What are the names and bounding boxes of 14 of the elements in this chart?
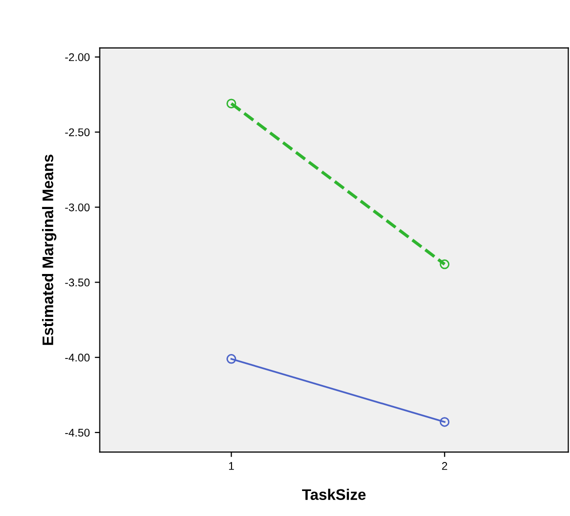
x-tick-label: 1: [229, 462, 234, 470]
y-tick-label: -2.50: [65, 128, 90, 136]
x-axis-title: TaskSize: [302, 488, 366, 500]
point: [226, 354, 236, 364]
point: [440, 417, 450, 427]
y-tick-label: -4.00: [65, 354, 90, 362]
x-tick-label: 2: [442, 462, 448, 470]
point: [226, 98, 236, 108]
y-tick-label: -3.50: [65, 278, 90, 286]
y-axis-title: Estimated Marginal Means: [42, 154, 56, 345]
point: [440, 259, 450, 270]
y-tick-label: -2.00: [65, 53, 90, 62]
y-tick-label: -3.00: [65, 203, 90, 212]
y-tick-label: -4.50: [65, 428, 90, 437]
